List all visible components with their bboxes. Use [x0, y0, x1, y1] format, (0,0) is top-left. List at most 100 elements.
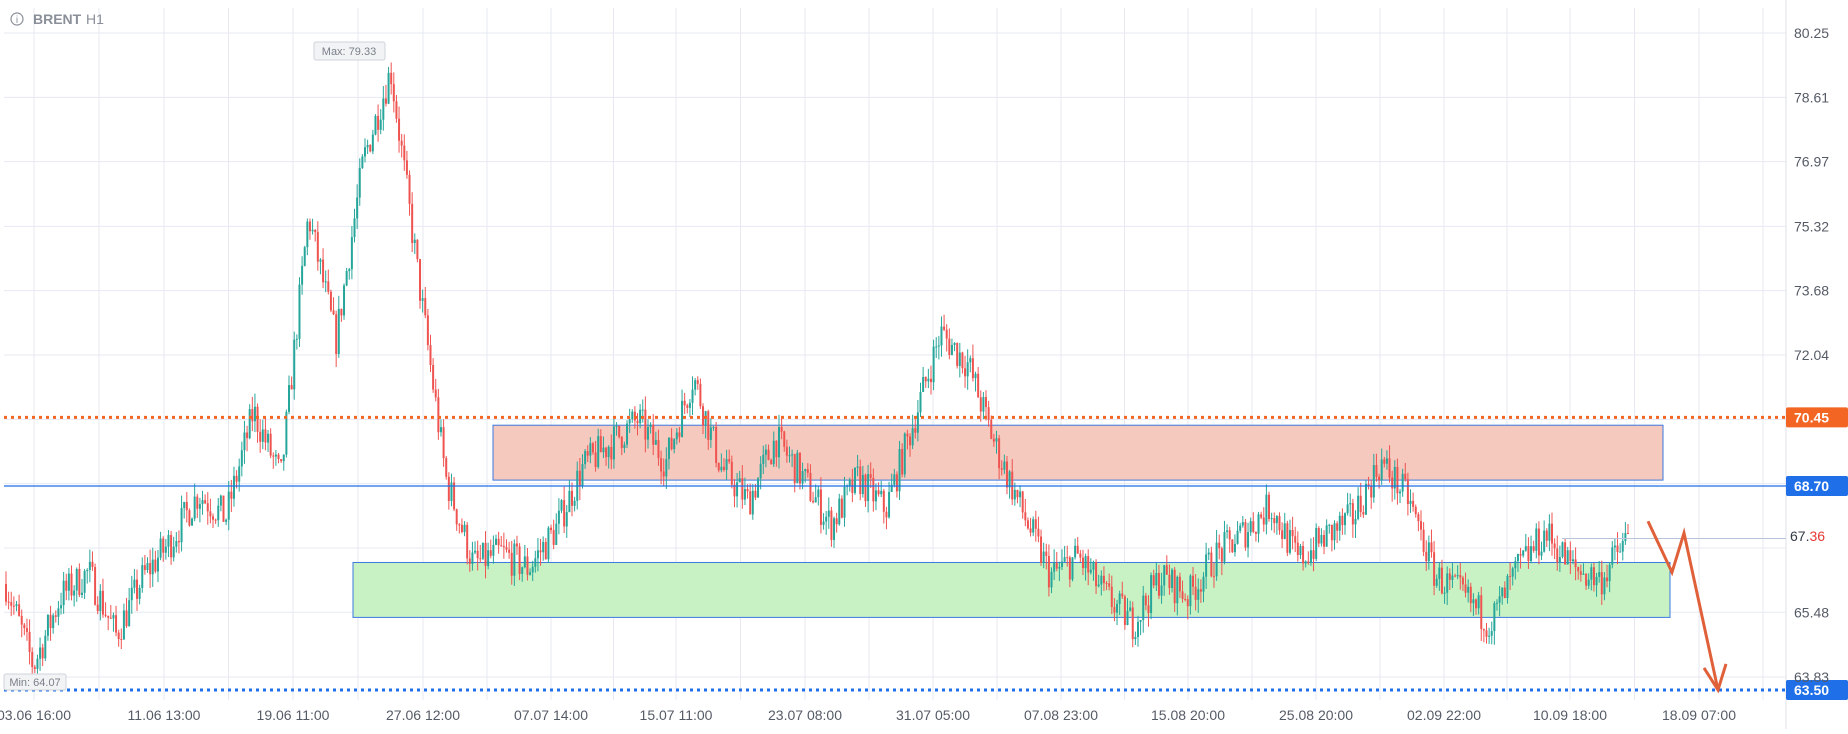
candle-body: [1244, 522, 1247, 548]
candle-body: [1425, 551, 1428, 562]
candle-body: [867, 473, 870, 502]
candle-body: [1354, 519, 1357, 525]
candle-body: [413, 239, 416, 244]
candle-body: [1553, 543, 1556, 549]
candle-body: [1393, 466, 1396, 489]
candle-body: [948, 338, 951, 355]
candle-body: [979, 397, 982, 412]
candle-body: [460, 524, 463, 533]
candle-body: [335, 314, 338, 355]
candle-body: [164, 546, 167, 553]
candle-body: [1551, 523, 1554, 544]
candle-body: [953, 343, 956, 345]
candle-body: [1024, 512, 1027, 521]
candle-body: [830, 510, 833, 540]
candle-body: [1003, 461, 1006, 470]
candle-body: [1443, 592, 1446, 594]
candle-body: [322, 259, 325, 283]
x-tick-label: 25.08 20:00: [1279, 707, 1353, 723]
candle-body: [44, 635, 47, 659]
candle-body: [1585, 573, 1588, 586]
candle-body: [1475, 599, 1478, 609]
candle-body: [280, 459, 283, 462]
candle-body: [1168, 574, 1171, 589]
candle-body: [909, 436, 912, 446]
candle-body: [1155, 572, 1158, 586]
candle-body: [1008, 471, 1011, 488]
info-circle-icon[interactable]: [10, 12, 24, 26]
candle-body: [1509, 575, 1512, 577]
candle-body: [463, 524, 466, 533]
candle-body: [1236, 530, 1239, 544]
candle-body: [188, 510, 191, 526]
candle-body: [1330, 524, 1333, 541]
candle-body: [1063, 557, 1066, 562]
candle-body: [1270, 518, 1273, 520]
candle-body: [508, 549, 511, 553]
candle-body: [1291, 529, 1294, 537]
level-tag-label: 63.50: [1794, 682, 1829, 698]
candle-body: [1488, 635, 1491, 637]
candle-body: [987, 407, 990, 420]
y-tick-label: 72.04: [1794, 347, 1829, 363]
candle-body: [432, 364, 435, 390]
candle-body: [1506, 575, 1509, 599]
candle-body: [39, 647, 42, 659]
candle-body: [198, 504, 201, 509]
candle-body: [539, 550, 542, 553]
candle-body: [1519, 554, 1522, 556]
candle-body: [1511, 568, 1514, 577]
candle-body: [403, 145, 406, 161]
candle-body: [1448, 573, 1451, 580]
min-tag: Min: 64.07: [3, 673, 67, 691]
candle-body: [610, 446, 613, 460]
candle-body: [1627, 533, 1629, 535]
candle-body: [1163, 565, 1166, 586]
candle-body: [1144, 595, 1147, 606]
candle-body: [306, 221, 309, 248]
candle-body: [1414, 506, 1417, 515]
candle-body: [172, 546, 175, 558]
candle-body: [825, 516, 828, 522]
candle-body: [877, 490, 880, 495]
candle-body: [1223, 531, 1226, 562]
candle-body: [1278, 516, 1281, 531]
candle-body: [903, 433, 906, 475]
candle-body: [295, 338, 298, 340]
candle-body: [929, 378, 932, 383]
candle-body: [62, 580, 65, 606]
candle-body: [67, 573, 70, 591]
resistance-zone[interactable]: [492, 424, 1664, 481]
candle-body: [586, 451, 589, 456]
candle-body: [65, 580, 68, 591]
candle-body: [146, 563, 149, 571]
candle-body: [356, 197, 359, 219]
candle-body: [219, 495, 222, 506]
candle-body: [620, 436, 623, 448]
support-zone[interactable]: [352, 561, 1671, 618]
candle-body: [253, 406, 256, 422]
timeframe-label[interactable]: H1: [86, 11, 104, 27]
candle-body: [1294, 536, 1297, 543]
candle-body: [1406, 479, 1409, 504]
candle-body: [290, 385, 293, 390]
candle-body: [1192, 575, 1195, 587]
candle-body: [804, 469, 807, 472]
candle-body: [1100, 575, 1103, 585]
candle-body: [1532, 546, 1535, 551]
candle-body: [966, 362, 969, 377]
candle-body: [893, 474, 896, 485]
candle-body: [1401, 473, 1404, 492]
candle-body: [500, 545, 503, 547]
candle-body: [641, 409, 644, 411]
candle-body: [1131, 607, 1134, 640]
candle-body: [791, 454, 794, 456]
candle-body: [1286, 523, 1289, 553]
candle-body: [615, 425, 618, 427]
candle-body: [1102, 575, 1105, 584]
candle-body: [212, 516, 215, 520]
candle-body: [447, 476, 450, 501]
candle-body: [565, 512, 568, 527]
